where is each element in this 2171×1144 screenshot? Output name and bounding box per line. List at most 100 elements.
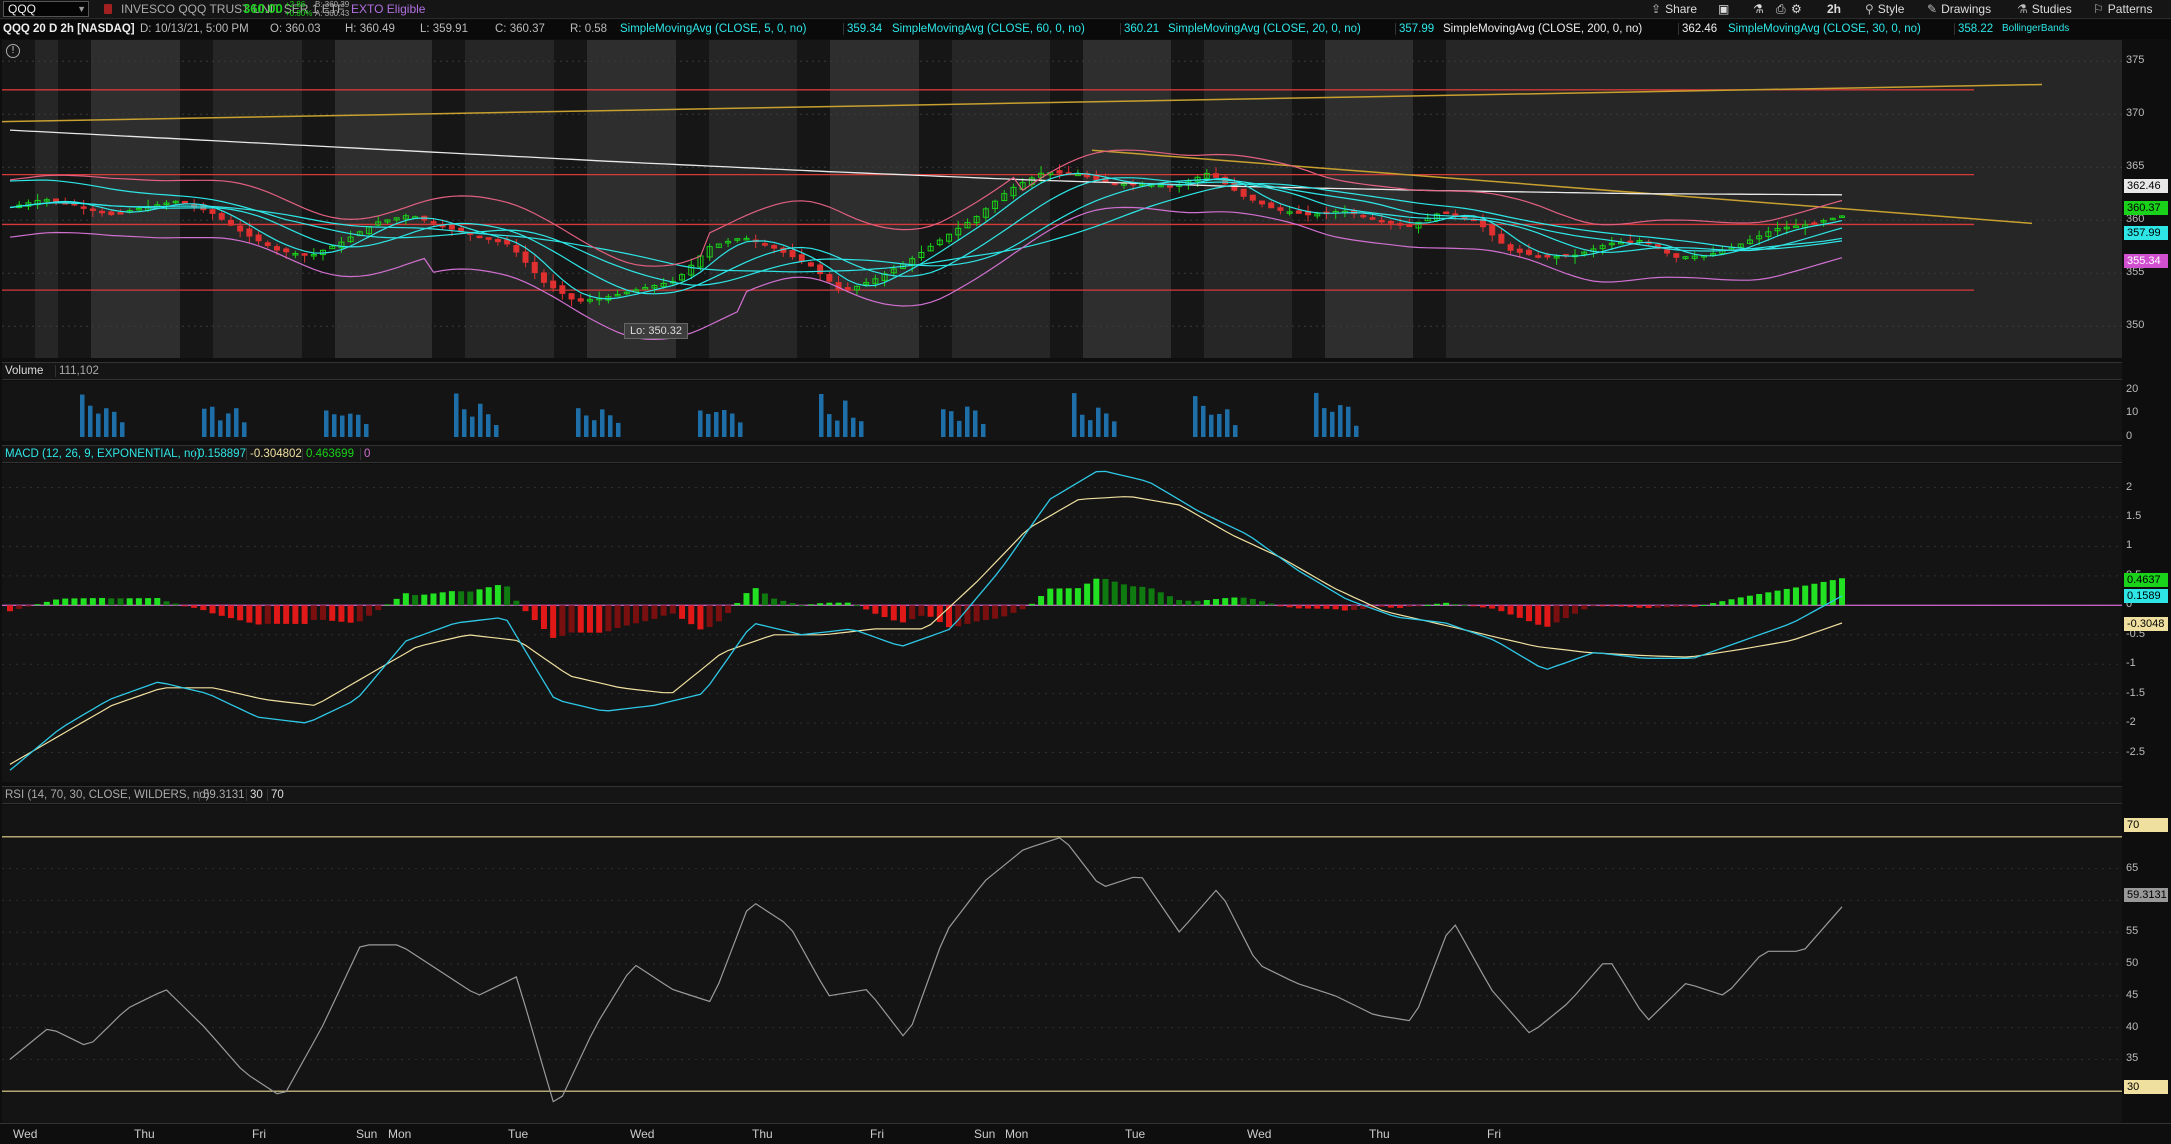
studies-button[interactable]: ⚗ Studies — [2017, 2, 2072, 16]
candle — [163, 202, 170, 206]
volume-bar — [1346, 406, 1351, 437]
macd-histogram-bar — [1664, 605, 1671, 608]
macd-histogram-bar — [1452, 603, 1459, 606]
study-label-sma20[interactable]: SimpleMovingAvg (CLOSE, 20, 0, no) — [1168, 23, 1361, 35]
candle — [1038, 172, 1045, 178]
macd-histogram-bar — [1369, 605, 1376, 609]
candle — [375, 221, 382, 226]
sma30-line — [9, 182, 1843, 273]
rsi-tick: 35 — [2126, 1052, 2139, 1065]
macd-histogram-bar — [623, 605, 630, 626]
candle — [1627, 240, 1634, 244]
study-label-sma30[interactable]: SimpleMovingAvg (CLOSE, 30, 0, no) — [1728, 23, 1921, 35]
study-label-sma60[interactable]: SimpleMovingAvg (CLOSE, 60, 0, no) — [892, 23, 1085, 35]
macd-histogram-bar — [1268, 603, 1275, 606]
volume-bar — [827, 414, 832, 437]
drawings-button[interactable]: ✎ Drawings — [1927, 2, 1991, 16]
timeframe-button[interactable]: 2h — [1827, 2, 1842, 16]
macd-histogram-bar — [734, 603, 741, 606]
snapshot-icon[interactable]: ▣ — [1718, 2, 1730, 16]
macd-histogram-bar — [1176, 600, 1183, 606]
price-chart[interactable] — [2, 40, 2122, 358]
price-axis[interactable]: 375 370 365 360 355 350 — [2124, 40, 2171, 358]
macd-histogram-bar — [992, 605, 999, 619]
candle — [1774, 227, 1781, 232]
macd-histogram-bar — [872, 605, 879, 614]
macd-histogram-bar — [1719, 601, 1726, 606]
patterns-button[interactable]: ⚐ Patterns — [2093, 2, 2152, 16]
candle — [761, 243, 768, 246]
rsi-panel[interactable] — [2, 805, 2122, 1123]
candle — [623, 291, 630, 295]
macd-histogram-bar — [1535, 605, 1542, 625]
candle — [844, 287, 851, 291]
share-button[interactable]: ⇪ Share — [1651, 2, 1697, 16]
security-name: INVESCO QQQ TRUST UNIT SER 1 ETF — [121, 2, 345, 16]
symbol-input[interactable]: QQQ ▼ — [3, 1, 89, 17]
link-color-icon[interactable] — [104, 4, 112, 14]
macd-histogram-bar — [163, 601, 170, 606]
candle — [476, 235, 483, 239]
study-label-sma5[interactable]: SimpleMovingAvg (CLOSE, 5, 0, no) — [620, 23, 807, 35]
study-label-sma200[interactable]: SimpleMovingAvg (CLOSE, 200, 0, no) — [1443, 23, 1643, 35]
macd-histogram-bar — [1120, 584, 1127, 606]
candle — [1691, 255, 1698, 259]
volume-bar — [1314, 392, 1319, 437]
candle — [273, 246, 280, 251]
trendline — [2, 83, 2043, 123]
print-icon[interactable]: ⎙ — [1776, 2, 1786, 16]
macd-histogram-bar — [1093, 578, 1100, 606]
macd-histogram-bar — [1774, 590, 1781, 606]
candle — [1599, 245, 1606, 250]
macd-histogram-bar — [494, 585, 501, 606]
time-axis[interactable]: Wed Thu Fri Sun Mon Tue Wed Thu Fri Sun Mon Tue Wed T… — [0, 1123, 2171, 1144]
macd-label[interactable]: MACD (12, 26, 9, EXPONENTIAL, no) — [5, 448, 201, 460]
macd-histogram-bar — [1231, 597, 1238, 606]
candle — [614, 293, 621, 297]
macd-panel[interactable] — [2, 464, 2122, 782]
candle — [725, 240, 732, 244]
study-value-sma5: 359.34 — [843, 23, 882, 35]
candle — [1673, 253, 1680, 258]
macd-histogram-bar — [99, 597, 106, 606]
candle — [43, 199, 50, 202]
macd-value-tag: 0.1589 — [2124, 589, 2168, 603]
candle — [1259, 200, 1266, 205]
study-label-bb[interactable]: BollingerBands — [2002, 23, 2070, 34]
last-price-tag: 360.37 — [2124, 201, 2168, 215]
macd-histogram-bar — [1286, 605, 1293, 608]
overnight-band — [2, 40, 35, 358]
macd-tick: 0 — [2126, 598, 2133, 611]
price-tick: 370 — [2126, 107, 2145, 120]
macd-histogram-bar — [853, 605, 860, 607]
macd-histogram-bar — [1240, 597, 1247, 606]
candle — [80, 206, 87, 209]
volume-bar — [364, 424, 369, 437]
candle — [1553, 255, 1560, 259]
volume-bar — [112, 411, 117, 437]
macd-histogram-bar — [1682, 605, 1689, 607]
macd-histogram-bar — [1507, 605, 1514, 615]
macd-histogram-bar — [504, 586, 511, 606]
gear-icon[interactable]: ⚙ — [1791, 2, 1802, 16]
volume-bar — [356, 414, 361, 437]
flask-icon[interactable]: ⚗ — [1753, 2, 1764, 16]
info-icon[interactable]: ! — [6, 44, 20, 58]
candle — [283, 248, 290, 253]
volume-bar — [226, 413, 231, 437]
rsi-label[interactable]: RSI (14, 70, 30, CLOSE, WILDERS, no) — [5, 789, 210, 801]
style-button[interactable]: ⚲ Style — [1865, 2, 1904, 16]
macd-histogram-bar — [218, 605, 225, 616]
volume-bar — [80, 394, 85, 437]
studies-label: Studies — [2031, 2, 2072, 16]
volume-bar — [835, 420, 840, 437]
volume-bar — [1080, 414, 1085, 437]
volume-bar — [843, 400, 848, 437]
macd-histogram-bar — [430, 593, 437, 606]
volume-panel[interactable] — [2, 381, 2122, 441]
macd-histogram-bar — [1222, 598, 1229, 606]
macd-histogram-bar — [1710, 603, 1717, 606]
volume-bar — [722, 410, 727, 437]
macd-histogram-bar — [448, 591, 455, 606]
chevron-down-icon[interactable]: ▼ — [77, 4, 86, 14]
